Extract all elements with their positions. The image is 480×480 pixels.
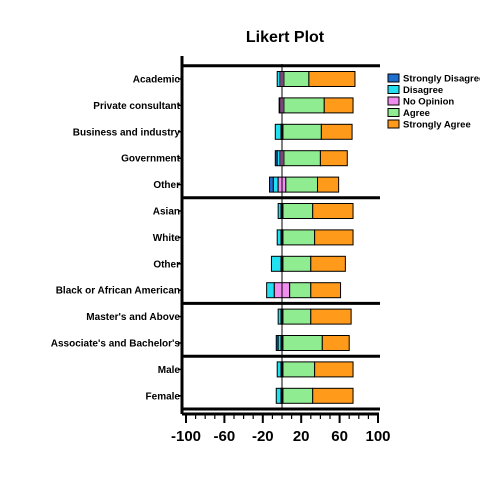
bar-segment-disagree bbox=[272, 176, 279, 193]
legend-swatch bbox=[387, 73, 400, 83]
category-label: Associate's and Bachelor's bbox=[51, 339, 181, 350]
bar-segment-strongly-agree bbox=[320, 123, 353, 140]
bar-segment-disagree bbox=[275, 387, 282, 404]
category-label: Business and industry bbox=[73, 127, 181, 138]
category-label: Other bbox=[153, 259, 180, 270]
bar-segment-disagree bbox=[274, 123, 282, 140]
category-label: Government bbox=[121, 154, 181, 165]
bar-segment-agree bbox=[283, 71, 310, 87]
category-label: Black or African American bbox=[56, 286, 180, 297]
bar-segment-disagree bbox=[276, 361, 282, 378]
x-tick-label: -60 bbox=[214, 428, 236, 445]
bar-segment-disagree bbox=[266, 282, 275, 299]
category-label: Other bbox=[153, 180, 180, 191]
x-tick-label: 20 bbox=[293, 428, 310, 445]
category-label: Asian bbox=[153, 207, 180, 218]
legend-label: No Opinion bbox=[403, 97, 454, 108]
bar-segment-agree bbox=[282, 203, 314, 219]
bar-segment-agree bbox=[282, 255, 312, 272]
chart-title: Likert Plot bbox=[246, 29, 325, 46]
bar-segment-agree bbox=[283, 150, 321, 167]
x-tick-label: -100 bbox=[171, 428, 201, 445]
category-label: Female bbox=[146, 391, 181, 402]
bar-segment-strongly-agree bbox=[308, 71, 356, 87]
legend-label: Agree bbox=[403, 108, 430, 119]
x-tick-label: 60 bbox=[331, 428, 348, 445]
plot-area: Academic Private consultant Business and i… bbox=[51, 56, 391, 445]
bar-segment-agree bbox=[289, 282, 312, 299]
bar-segment-agree bbox=[282, 361, 316, 378]
bar-segment-strongly-agree bbox=[310, 282, 342, 299]
bar-segment-strongly-agree bbox=[312, 203, 354, 219]
bar-segment-strongly-agree bbox=[323, 97, 354, 114]
bar-segment-disagree bbox=[270, 255, 282, 272]
bar-segment-agree bbox=[285, 176, 319, 193]
category-label: Master's and Above bbox=[86, 312, 180, 323]
legend-label: Strongly Agree bbox=[403, 120, 471, 131]
x-tick-label: 100 bbox=[365, 428, 390, 445]
bar-segment-strongly-agree bbox=[317, 176, 340, 193]
bar-segment-strongly-agree bbox=[319, 150, 348, 167]
category-label: Academic bbox=[133, 75, 181, 86]
x-tick-label: -20 bbox=[252, 428, 274, 445]
bar-segment-strongly-agree bbox=[314, 229, 354, 246]
legend-swatch bbox=[387, 96, 400, 106]
bar-segment-strongly-agree bbox=[310, 308, 352, 325]
bar-segment-agree bbox=[282, 335, 323, 351]
bar-segment-strongly-disagree bbox=[269, 176, 274, 193]
legend-label: Disagree bbox=[403, 85, 443, 96]
bar-segment-strongly-agree bbox=[310, 255, 346, 272]
legend-label: Strongly Disagree bbox=[403, 74, 480, 85]
bar-segment-agree bbox=[282, 229, 316, 246]
bar-segment-agree bbox=[282, 387, 314, 404]
legend-swatch bbox=[387, 119, 400, 129]
legend-swatch bbox=[387, 85, 400, 94]
bar-segment-agree bbox=[282, 123, 322, 140]
category-label: Male bbox=[158, 365, 181, 376]
category-label: White bbox=[153, 233, 181, 244]
bar-segment-strongly-agree bbox=[321, 335, 350, 351]
bar-segment-strongly-agree bbox=[312, 387, 354, 404]
bar-segment-disagree bbox=[276, 229, 282, 246]
bar-segment-agree bbox=[283, 97, 325, 114]
bar-segment-agree bbox=[282, 308, 312, 325]
bar-segment-strongly-agree bbox=[314, 361, 354, 378]
category-label: Private consultant bbox=[93, 101, 180, 112]
legend-swatch bbox=[387, 108, 400, 117]
